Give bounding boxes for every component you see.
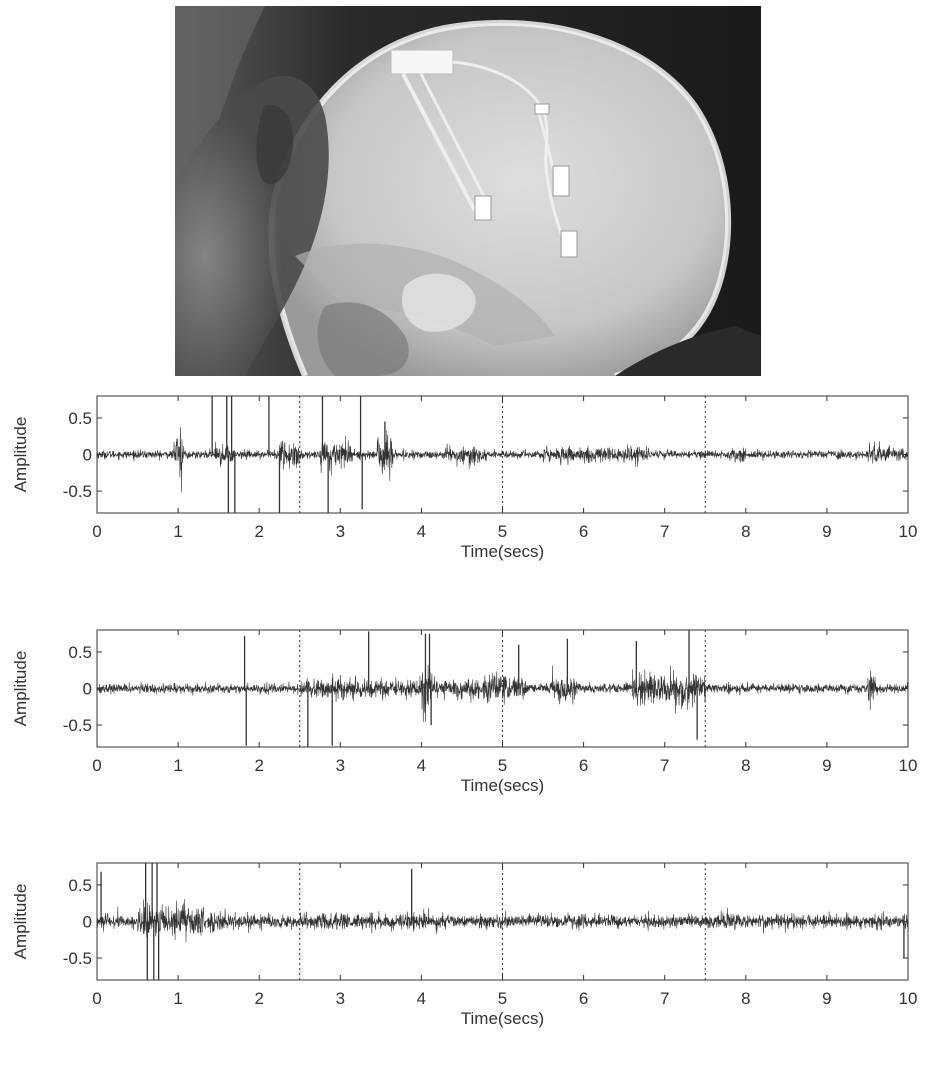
- x-tick-label: 5: [498, 522, 507, 541]
- y-tick-label: -0.5: [63, 949, 92, 968]
- signal-group: [97, 396, 908, 513]
- y-tick-label: 0.5: [68, 643, 92, 662]
- x-tick-label: 4: [417, 989, 426, 1008]
- x-tick-label: 7: [660, 756, 669, 775]
- x-tick-label: 2: [254, 522, 263, 541]
- x-tick-label: 9: [822, 756, 831, 775]
- x-tick-label: 10: [899, 756, 918, 775]
- y-axis-label: Amplitude: [11, 417, 30, 493]
- x-axis-label: Time(secs): [461, 542, 544, 561]
- x-tick-label: 0: [92, 756, 101, 775]
- x-tick-label: 1: [173, 756, 182, 775]
- x-tick-label: 6: [579, 989, 588, 1008]
- y-tick-label: 0: [83, 680, 92, 699]
- x-tick-label: 4: [417, 522, 426, 541]
- x-tick-label: 3: [336, 756, 345, 775]
- x-tick-label: 4: [417, 756, 426, 775]
- y-axis-label: Amplitude: [11, 884, 30, 960]
- eeg-plot-1: 0 1 2 3 4 5 6 7 8 9 10 0.5 0 -0.5 Time(secs) Amplitude: [0, 386, 925, 616]
- x-tick-label: 10: [899, 522, 918, 541]
- y-tick-label: -0.5: [63, 482, 92, 501]
- x-tick-label: 7: [660, 989, 669, 1008]
- x-tick-label: 5: [498, 756, 507, 775]
- x-tick-label: 5: [498, 989, 507, 1008]
- eeg-plot-3: 0 1 2 3 4 5 6 7 8 9 10 0.5 0 -0.5 Time(secs) Amplitude: [0, 853, 925, 1083]
- eeg-chart-svg: 0 1 2 3 4 5 6 7 8 9 10 0.5 0 -0.5 Time(secs) Amplitude: [11, 629, 918, 795]
- x-tick-label: 1: [173, 522, 182, 541]
- eeg-plot-2: 0 1 2 3 4 5 6 7 8 9 10 0.5 0 -0.5 Time(secs) Amplitude: [0, 620, 925, 850]
- x-tick-label: 0: [92, 989, 101, 1008]
- x-tick-label: 6: [579, 522, 588, 541]
- x-tick-label: 2: [254, 756, 263, 775]
- y-tick-label: 0.5: [68, 409, 92, 428]
- x-tick-label: 10: [899, 989, 918, 1008]
- x-axis-label: Time(secs): [461, 1009, 544, 1028]
- x-tick-label: 9: [822, 989, 831, 1008]
- y-axis-label: Amplitude: [11, 651, 30, 727]
- y-tick-label: 0: [83, 446, 92, 465]
- eeg-chart-svg: 0 1 2 3 4 5 6 7 8 9 10 0.5 0 -0.5 Time(secs) Amplitude: [11, 862, 918, 1028]
- eeg-chart-svg: 0 1 2 3 4 5 6 7 8 9 10 0.5 0 -0.5 Time(secs) Amplitude: [11, 395, 918, 561]
- y-tick-label: 0.5: [68, 876, 92, 895]
- x-tick-label: 7: [660, 522, 669, 541]
- x-tick-label: 8: [741, 989, 750, 1008]
- x-tick-label: 3: [336, 989, 345, 1008]
- x-tick-label: 1: [173, 989, 182, 1008]
- x-tick-label: 8: [741, 756, 750, 775]
- x-tick-label: 8: [741, 522, 750, 541]
- x-tick-label: 9: [822, 522, 831, 541]
- signal-group: [97, 863, 908, 980]
- x-axis-label: Time(secs): [461, 776, 544, 795]
- y-tick-label: 0: [83, 913, 92, 932]
- eeg-signal-line: [97, 665, 908, 722]
- x-tick-label: 2: [254, 989, 263, 1008]
- y-tick-label: -0.5: [63, 716, 92, 735]
- eeg-signal-line: [97, 898, 908, 943]
- skull-xray-image: [175, 6, 761, 376]
- signal-group: [97, 630, 908, 747]
- x-tick-label: 6: [579, 756, 588, 775]
- x-tick-label: 3: [336, 522, 345, 541]
- x-tick-label: 0: [92, 522, 101, 541]
